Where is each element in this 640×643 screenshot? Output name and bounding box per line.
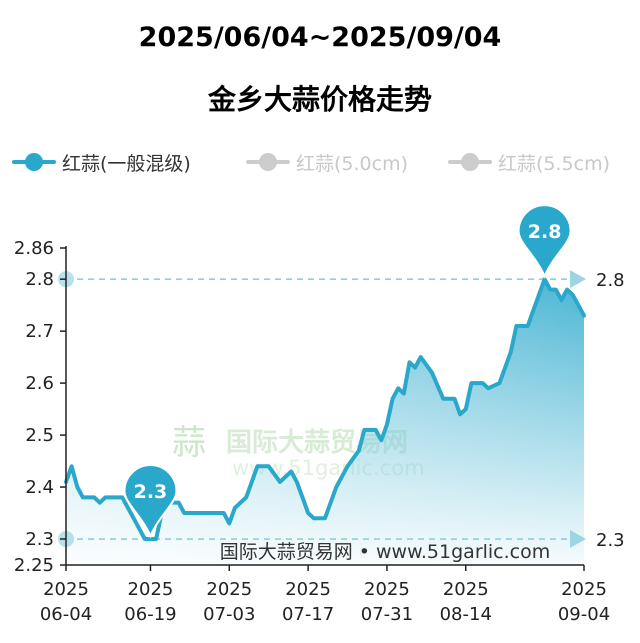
x-tick-label-year: 2025 [206,579,252,600]
legend-label: 红蒜(一般混级) [62,152,191,175]
y-tick-label: 2.25 [14,555,54,576]
source-attribution: 国际大蒜贸易网 • www.51garlic.com [220,541,551,563]
x-tick-label-year: 2025 [128,579,174,600]
chart-subtitle-date-range: 2025/06/04~2025/09/04 [138,22,502,53]
y-tick-label: 2.7 [25,321,54,342]
x-tick-label-year: 2025 [364,579,410,600]
series-area-highlight [66,279,584,565]
x-tick-label-year: 2025 [561,579,607,600]
legend-label: 红蒜(5.5cm) [498,152,610,175]
x-tick-label-date: 09-04 [558,604,610,625]
min-marker-pin-icon [123,464,178,539]
y-tick-label: 2.5 [25,425,54,446]
legend-item-5cm[interactable]: 红蒜(5.0cm) [246,147,408,177]
x-tick-label-year: 2025 [443,579,489,600]
max-marker-label: 2.8 [528,221,562,243]
legend-item-5-5cm[interactable]: 红蒜(5.5cm) [448,147,610,177]
series-line-红蒜-一般混级 [64,277,586,541]
legend-marker-icon [448,147,492,177]
chart-title: 金乡大蒜价格走势 [207,83,432,116]
reference-arrow-icon [570,270,586,289]
x-tick-label-year: 2025 [285,579,331,600]
y-tick-label: 2.4 [25,477,54,498]
y-tick-label: 2.6 [25,373,54,394]
legend-marker-icon [12,147,56,177]
legend-item-general[interactable]: 红蒜(一般混级) [12,147,191,177]
x-tick-label-year: 2025 [43,579,89,600]
x-tick-label-date: 06-19 [124,604,176,625]
min-value-marker: 2.3 [123,464,178,539]
legend: 红蒜(一般混级) 红蒜(5.0cm) 红蒜(5.5cm) [0,147,640,177]
y-tick-label: 2.8 [25,269,54,290]
x-tick-label-date: 07-31 [361,604,413,625]
x-tick-label-date: 07-17 [282,604,334,625]
max-marker-pin-icon [517,204,572,279]
x-tick-label-date: 07-03 [203,604,255,625]
legend-marker-icon [246,147,290,177]
y-tick-label: 2.86 [14,238,54,259]
legend-label: 红蒜(5.0cm) [296,152,408,175]
min-marker-label: 2.3 [134,481,168,503]
reference-label: 2.8 [596,270,625,291]
max-value-marker: 2.8 [517,204,572,279]
reference-label: 2.3 [596,530,625,551]
x-tick-label-date: 06-04 [40,604,92,625]
y-tick-label: 2.3 [25,529,54,550]
reference-arrow-icon [570,530,586,549]
x-tick-label-date: 08-14 [440,604,492,625]
watermark-logo-icon: 蒜 [172,423,206,463]
